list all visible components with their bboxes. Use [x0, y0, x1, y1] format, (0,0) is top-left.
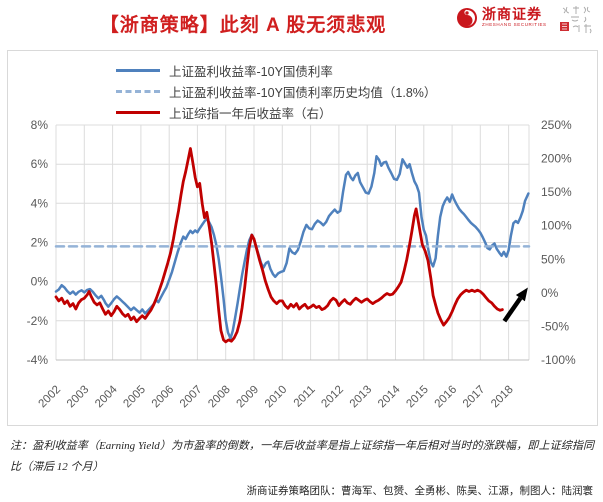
svg-text:2014: 2014 — [376, 383, 403, 410]
svg-text:2002: 2002 — [37, 384, 64, 411]
svg-text:50%: 50% — [541, 252, 565, 266]
svg-text:2010: 2010 — [263, 384, 290, 411]
legend-label: 上证综指一年后收益率（右） — [169, 107, 332, 121]
svg-text:2005: 2005 — [121, 384, 148, 411]
svg-text:2013: 2013 — [348, 384, 375, 411]
legend-label: 上证盈利收益率-10Y国债利率 — [169, 65, 333, 79]
calligraphy-seal-icon — [557, 5, 595, 40]
svg-text:2006: 2006 — [150, 384, 177, 411]
svg-text:4%: 4% — [31, 196, 49, 210]
line-chart-plot: 8% 6% 4% 2% 0% -2% -4% 250% 200% 150% 100% 50% 0% -50… — [8, 51, 597, 423]
chart-legend: 上证盈利收益率-10Y国债利率 上证盈利收益率-10Y国债利率历史均值（1.8%… — [116, 60, 436, 123]
team-credit: 浙商证券策略团队：曹海军、包赟、全勇彬、陈昊、江源，制图人：陆润寰 — [246, 486, 594, 497]
chart-svg: 8% 6% 4% 2% 0% -2% -4% 250% 200% 150% 100% 50% 0% -50… — [27, 118, 576, 411]
svg-text:-4%: -4% — [27, 353, 49, 367]
zheshang-logo-icon — [456, 7, 478, 34]
legend-line-swatch-red — [116, 111, 160, 114]
legend-item-forward-return: 上证综指一年后收益率（右） — [116, 102, 436, 123]
svg-text:6%: 6% — [31, 157, 49, 171]
legend-line-swatch-blue — [116, 69, 160, 72]
svg-text:-50%: -50% — [541, 319, 569, 333]
svg-text:2003: 2003 — [65, 384, 92, 411]
svg-text:250%: 250% — [541, 118, 572, 132]
svg-text:2015: 2015 — [404, 384, 431, 411]
svg-text:2009: 2009 — [235, 384, 262, 411]
svg-text:2017: 2017 — [461, 384, 488, 411]
svg-text:0%: 0% — [31, 275, 49, 289]
footnote: 注：盈利收益率（Earning Yield）为市盈率的倒数，一年后收益率是指上证… — [10, 440, 594, 473]
svg-text:0%: 0% — [541, 286, 559, 300]
brand-name: 浙商证券 — [482, 6, 542, 22]
svg-text:-2%: -2% — [27, 314, 49, 328]
brand-logo: 浙商证券 ZHESHANG SECURITIES — [456, 7, 547, 34]
page-title: 【浙商策略】此刻 A 股无须悲观 — [99, 15, 387, 36]
svg-text:-100%: -100% — [541, 353, 576, 367]
svg-text:2016: 2016 — [433, 384, 460, 411]
legend-line-swatch-dashed — [116, 90, 160, 93]
svg-text:150%: 150% — [541, 185, 572, 199]
legend-item-spread: 上证盈利收益率-10Y国债利率 — [116, 60, 436, 81]
svg-text:200%: 200% — [541, 152, 572, 166]
chart-container: 上证盈利收益率-10Y国债利率 上证盈利收益率-10Y国债利率历史均值（1.8%… — [7, 50, 598, 426]
svg-text:100%: 100% — [541, 219, 572, 233]
svg-text:2011: 2011 — [292, 384, 318, 410]
brand-name-en: ZHESHANG SECURITIES — [482, 22, 547, 27]
svg-text:2004: 2004 — [93, 383, 120, 410]
svg-text:8%: 8% — [31, 118, 49, 132]
svg-text:2018: 2018 — [489, 384, 516, 411]
legend-item-mean: 上证盈利收益率-10Y国债利率历史均值（1.8%） — [116, 81, 436, 102]
svg-text:2007: 2007 — [178, 384, 205, 411]
svg-text:2012: 2012 — [319, 384, 346, 411]
svg-text:2%: 2% — [31, 236, 49, 250]
legend-label: 上证盈利收益率-10Y国债利率历史均值（1.8%） — [169, 86, 437, 100]
svg-text:2008: 2008 — [206, 384, 233, 411]
